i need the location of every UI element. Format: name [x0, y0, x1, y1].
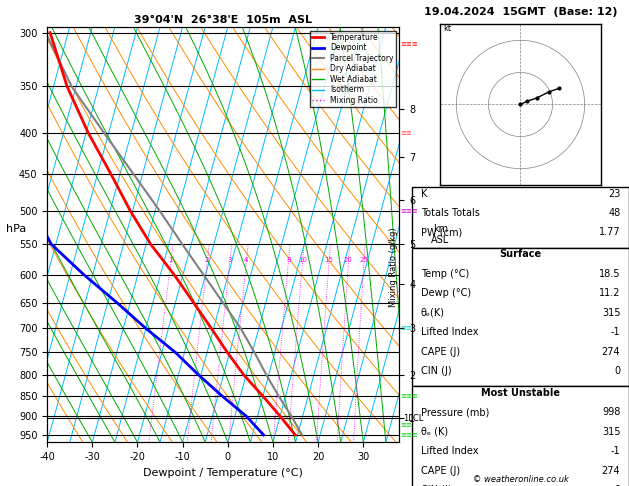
Text: 3: 3 — [228, 257, 232, 263]
Title: 39°04'N  26°38'E  105m  ASL: 39°04'N 26°38'E 105m ASL — [135, 15, 312, 25]
Text: Lifted Index: Lifted Index — [421, 327, 478, 337]
Text: θₑ (K): θₑ (K) — [421, 427, 448, 437]
Text: 15: 15 — [325, 257, 333, 263]
Text: PW (cm): PW (cm) — [421, 227, 462, 238]
Y-axis label: hPa: hPa — [6, 225, 26, 235]
Text: ≡≡≡: ≡≡≡ — [400, 393, 418, 399]
Text: ≡≡: ≡≡ — [400, 423, 412, 429]
Text: Surface: Surface — [499, 249, 542, 260]
Text: Mixing Ratio (g/kg): Mixing Ratio (g/kg) — [389, 227, 398, 307]
Text: 0: 0 — [614, 366, 620, 376]
Text: 0: 0 — [614, 485, 620, 486]
Text: 1: 1 — [169, 257, 173, 263]
Text: 23: 23 — [608, 189, 620, 199]
Text: ≡≡: ≡≡ — [400, 326, 412, 331]
Text: 18.5: 18.5 — [599, 269, 620, 279]
Text: 2: 2 — [205, 257, 209, 263]
Text: ≡≡≡: ≡≡≡ — [400, 41, 418, 47]
Text: 1.77: 1.77 — [599, 227, 620, 238]
Text: 274: 274 — [602, 466, 620, 476]
Text: CIN (J): CIN (J) — [421, 485, 451, 486]
Text: 8: 8 — [286, 257, 291, 263]
Text: 274: 274 — [602, 347, 620, 357]
Text: CIN (J): CIN (J) — [421, 366, 451, 376]
Text: 11.2: 11.2 — [599, 288, 620, 298]
Text: 4: 4 — [244, 257, 248, 263]
Text: CAPE (J): CAPE (J) — [421, 466, 460, 476]
Text: Temp (°C): Temp (°C) — [421, 269, 469, 279]
Text: θₑ(K): θₑ(K) — [421, 308, 445, 318]
Text: Lifted Index: Lifted Index — [421, 446, 478, 456]
Text: ≡≡≡: ≡≡≡ — [400, 432, 418, 438]
Text: © weatheronline.co.uk: © weatheronline.co.uk — [472, 474, 569, 484]
Text: K: K — [421, 189, 427, 199]
Text: Dewp (°C): Dewp (°C) — [421, 288, 470, 298]
Text: 25: 25 — [360, 257, 368, 263]
Text: CAPE (J): CAPE (J) — [421, 347, 460, 357]
Text: -1: -1 — [611, 446, 620, 456]
Text: Totals Totals: Totals Totals — [421, 208, 479, 218]
Text: 1LCL: 1LCL — [403, 414, 423, 422]
Text: 19.04.2024  15GMT  (Base: 12): 19.04.2024 15GMT (Base: 12) — [424, 7, 617, 17]
Text: 315: 315 — [602, 308, 620, 318]
Text: -1: -1 — [611, 327, 620, 337]
Text: Pressure (mb): Pressure (mb) — [421, 407, 489, 417]
Bar — [412, 187, 629, 248]
Bar — [412, 386, 629, 486]
X-axis label: Dewpoint / Temperature (°C): Dewpoint / Temperature (°C) — [143, 468, 303, 478]
Text: 10: 10 — [298, 257, 307, 263]
Legend: Temperature, Dewpoint, Parcel Trajectory, Dry Adiabat, Wet Adiabat, Isotherm, Mi: Temperature, Dewpoint, Parcel Trajectory… — [310, 31, 396, 107]
Text: 998: 998 — [602, 407, 620, 417]
Text: ≡≡≡: ≡≡≡ — [400, 208, 418, 214]
Text: Most Unstable: Most Unstable — [481, 388, 560, 398]
Text: ≡≡: ≡≡ — [400, 130, 412, 136]
Y-axis label: km
ASL: km ASL — [431, 224, 450, 245]
Text: 20: 20 — [344, 257, 353, 263]
Text: 48: 48 — [608, 208, 620, 218]
Text: 315: 315 — [602, 427, 620, 437]
Bar — [412, 248, 629, 386]
